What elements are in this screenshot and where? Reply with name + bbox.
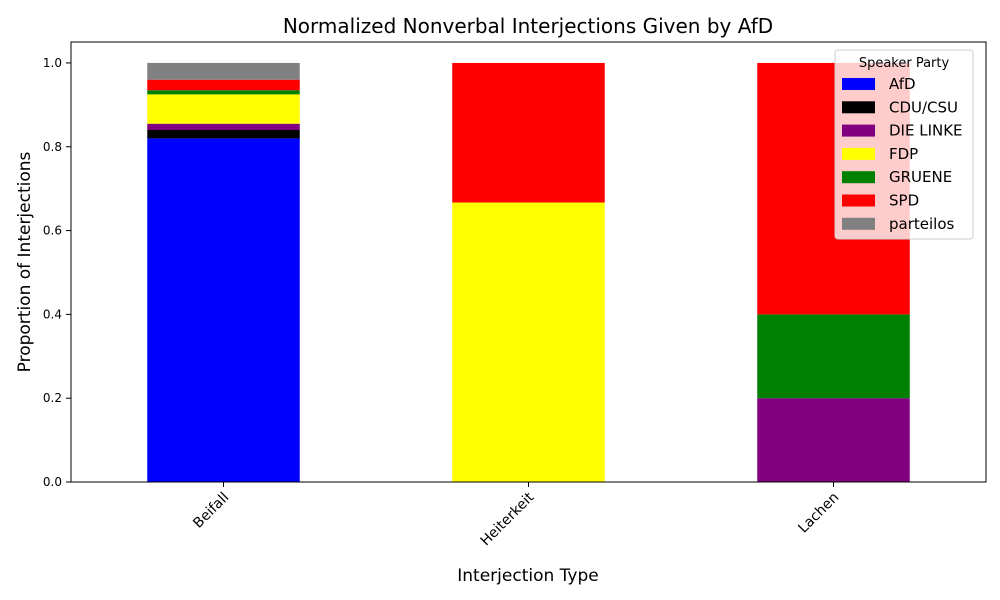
legend-frame xyxy=(834,49,974,240)
legend-label: SPD xyxy=(889,192,919,210)
bar-lachen-gruene xyxy=(757,314,910,399)
bar-beifall-parteilos xyxy=(147,62,300,80)
legend-label: GRUENE xyxy=(889,168,952,186)
bar-beifall-gruene xyxy=(147,90,300,95)
bar-beifall-die-linke xyxy=(147,123,300,130)
chart-title: Normalized Nonverbal Interjections Given… xyxy=(283,14,773,38)
legend-swatch xyxy=(842,217,875,230)
bar-beifall-afd xyxy=(147,138,300,482)
bar-beifall-fdp xyxy=(147,94,300,124)
legend-label: CDU/CSU xyxy=(889,98,958,116)
legend-label: DIE LINKE xyxy=(889,122,963,140)
x-tick-label: Lachen xyxy=(795,490,842,537)
legend-swatch xyxy=(842,171,875,184)
legend-swatch xyxy=(842,147,875,160)
legend-title: Speaker Party xyxy=(859,56,950,71)
x-axis: Beifall Heiterkeit Lachen xyxy=(190,482,842,549)
legend-swatch xyxy=(842,194,875,207)
legend-swatch xyxy=(842,124,875,137)
y-tick-label: 0.8 xyxy=(43,140,62,154)
bar-beifall-cdu-csu xyxy=(147,130,300,139)
y-tick-label: 0.4 xyxy=(43,307,62,321)
legend-items: AfD CDU/CSU DIE LINKE FDP GRUENE SPD parteilos xyxy=(842,75,963,233)
legend-swatch xyxy=(842,78,875,90)
legend: Speaker Party AfD CDU/CSU DIE LINKE FDP GRUE… xyxy=(834,49,974,240)
legend-label: AfD xyxy=(889,75,916,93)
x-tick-label: Beifall xyxy=(190,490,232,532)
bar-beifall-spd xyxy=(147,79,300,91)
bar-heiterkeit-fdp xyxy=(452,202,605,482)
bars-group xyxy=(147,62,910,482)
y-axis: 0.0 0.2 0.4 0.6 0.8 1.0 xyxy=(43,56,71,489)
y-tick-label: 1.0 xyxy=(43,56,62,70)
legend-label: FDP xyxy=(889,145,918,163)
legend-label: parteilos xyxy=(889,215,955,233)
bar-heiterkeit-spd xyxy=(452,62,605,203)
y-tick-label: 0.0 xyxy=(43,475,62,489)
y-tick-label: 0.6 xyxy=(43,224,62,238)
bar-lachen-die-linke xyxy=(757,398,910,482)
x-axis-label: Interjection Type xyxy=(457,566,598,586)
y-axis-label: Proportion of Interjections xyxy=(15,151,35,372)
legend-swatch xyxy=(842,101,875,114)
y-tick-label: 0.2 xyxy=(43,391,62,405)
x-tick-label: Heiterkeit xyxy=(478,489,538,549)
